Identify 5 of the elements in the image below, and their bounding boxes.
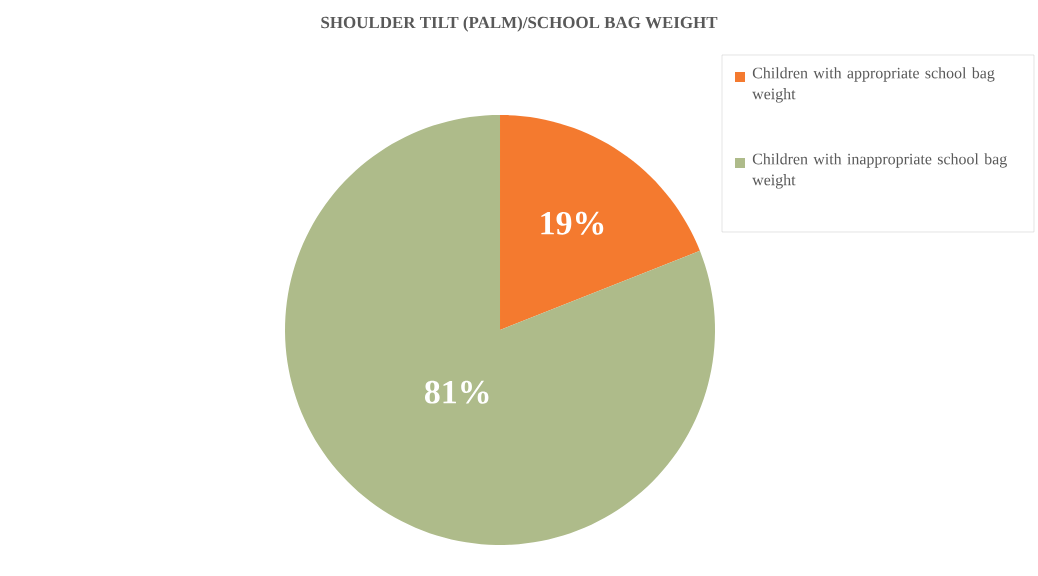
data-label: 19% (541, 211, 604, 235)
chart-title: SHOULDER TILT (PALM)/SCHOOL BAG WEIGHT (321, 16, 718, 32)
data-label: 81% (424, 380, 489, 404)
legend-label: Children with appropriate school bag weight (752, 67, 995, 103)
legend-label: Children with inappropriate school bag weight (752, 153, 1007, 189)
